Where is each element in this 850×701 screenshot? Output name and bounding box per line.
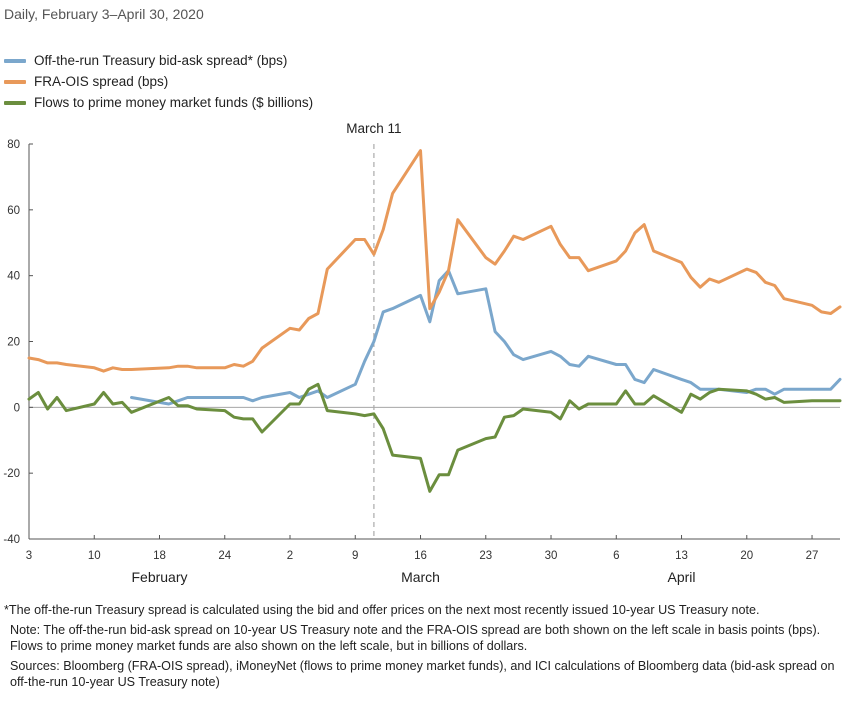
x-tick-label: 16 (414, 550, 427, 562)
legend-swatch-mmf-flows (4, 100, 26, 105)
legend-label-fra-ois: FRA-OIS spread (bps) (34, 74, 169, 89)
month-label: February (131, 569, 187, 585)
y-tick-label: 80 (7, 139, 20, 151)
sources-text: Sources: Bloomberg (FRA-OIS spread), iMo… (10, 659, 835, 689)
y-tick-label: 60 (7, 205, 20, 217)
chart-subtitle: Daily, February 3–April 30, 2020 (4, 6, 204, 22)
chart-notes: *The off-the-run Treasury spread is calc… (4, 602, 844, 694)
legend-label-mmf-flows: Flows to prime money market funds ($ bil… (34, 95, 314, 110)
month-label: March (401, 569, 440, 585)
x-tick-label: 20 (740, 550, 753, 562)
x-tick-label: 24 (218, 550, 231, 562)
x-tick-label: 10 (88, 550, 101, 562)
legend-label-treasury-spread: Off-the-run Treasury bid-ask spread* (bp… (34, 53, 288, 68)
x-tick-label: 9 (352, 550, 358, 562)
x-tick-label: 13 (675, 550, 688, 562)
x-tick-label: 30 (545, 550, 558, 562)
month-label: April (668, 569, 696, 585)
chart-legend: Off-the-run Treasury bid-ask spread* (bp… (4, 50, 313, 113)
y-tick-label: -40 (3, 534, 20, 546)
note-text: Note: The off-the-run bid-ask spread on … (10, 623, 821, 653)
y-tick-label: 20 (7, 337, 20, 349)
x-tick-label: 18 (153, 550, 166, 562)
legend-item-mmf-flows: Flows to prime money market funds ($ bil… (4, 92, 313, 113)
footnote-text: *The off-the-run Treasury spread is calc… (4, 603, 760, 617)
x-tick-label: 2 (287, 550, 293, 562)
legend-item-fra-ois: FRA-OIS spread (bps) (4, 71, 313, 92)
y-tick-label: 0 (14, 402, 20, 414)
y-tick-label: -20 (3, 468, 20, 480)
series-line-mmf-flows (27, 382, 842, 493)
y-tick-label: 40 (7, 271, 20, 283)
x-tick-label: 23 (479, 550, 492, 562)
x-tick-label: 27 (806, 550, 819, 562)
series-line-treasury-spread (130, 269, 842, 406)
x-tick-label: 3 (26, 550, 32, 562)
x-tick-label: 6 (613, 550, 619, 562)
legend-swatch-treasury-spread (4, 58, 26, 63)
line-chart: -40 -20 0 20 40 60 80 3 10 18 24 2 9 16 23 30 6 13 20 27 Feb… (3, 121, 842, 585)
legend-item-treasury-spread: Off-the-run Treasury bid-ask spread* (bp… (4, 50, 313, 71)
legend-swatch-fra-ois (4, 79, 26, 84)
series-line-fra-ois (27, 149, 842, 373)
annotation-label: March 11 (346, 121, 401, 136)
